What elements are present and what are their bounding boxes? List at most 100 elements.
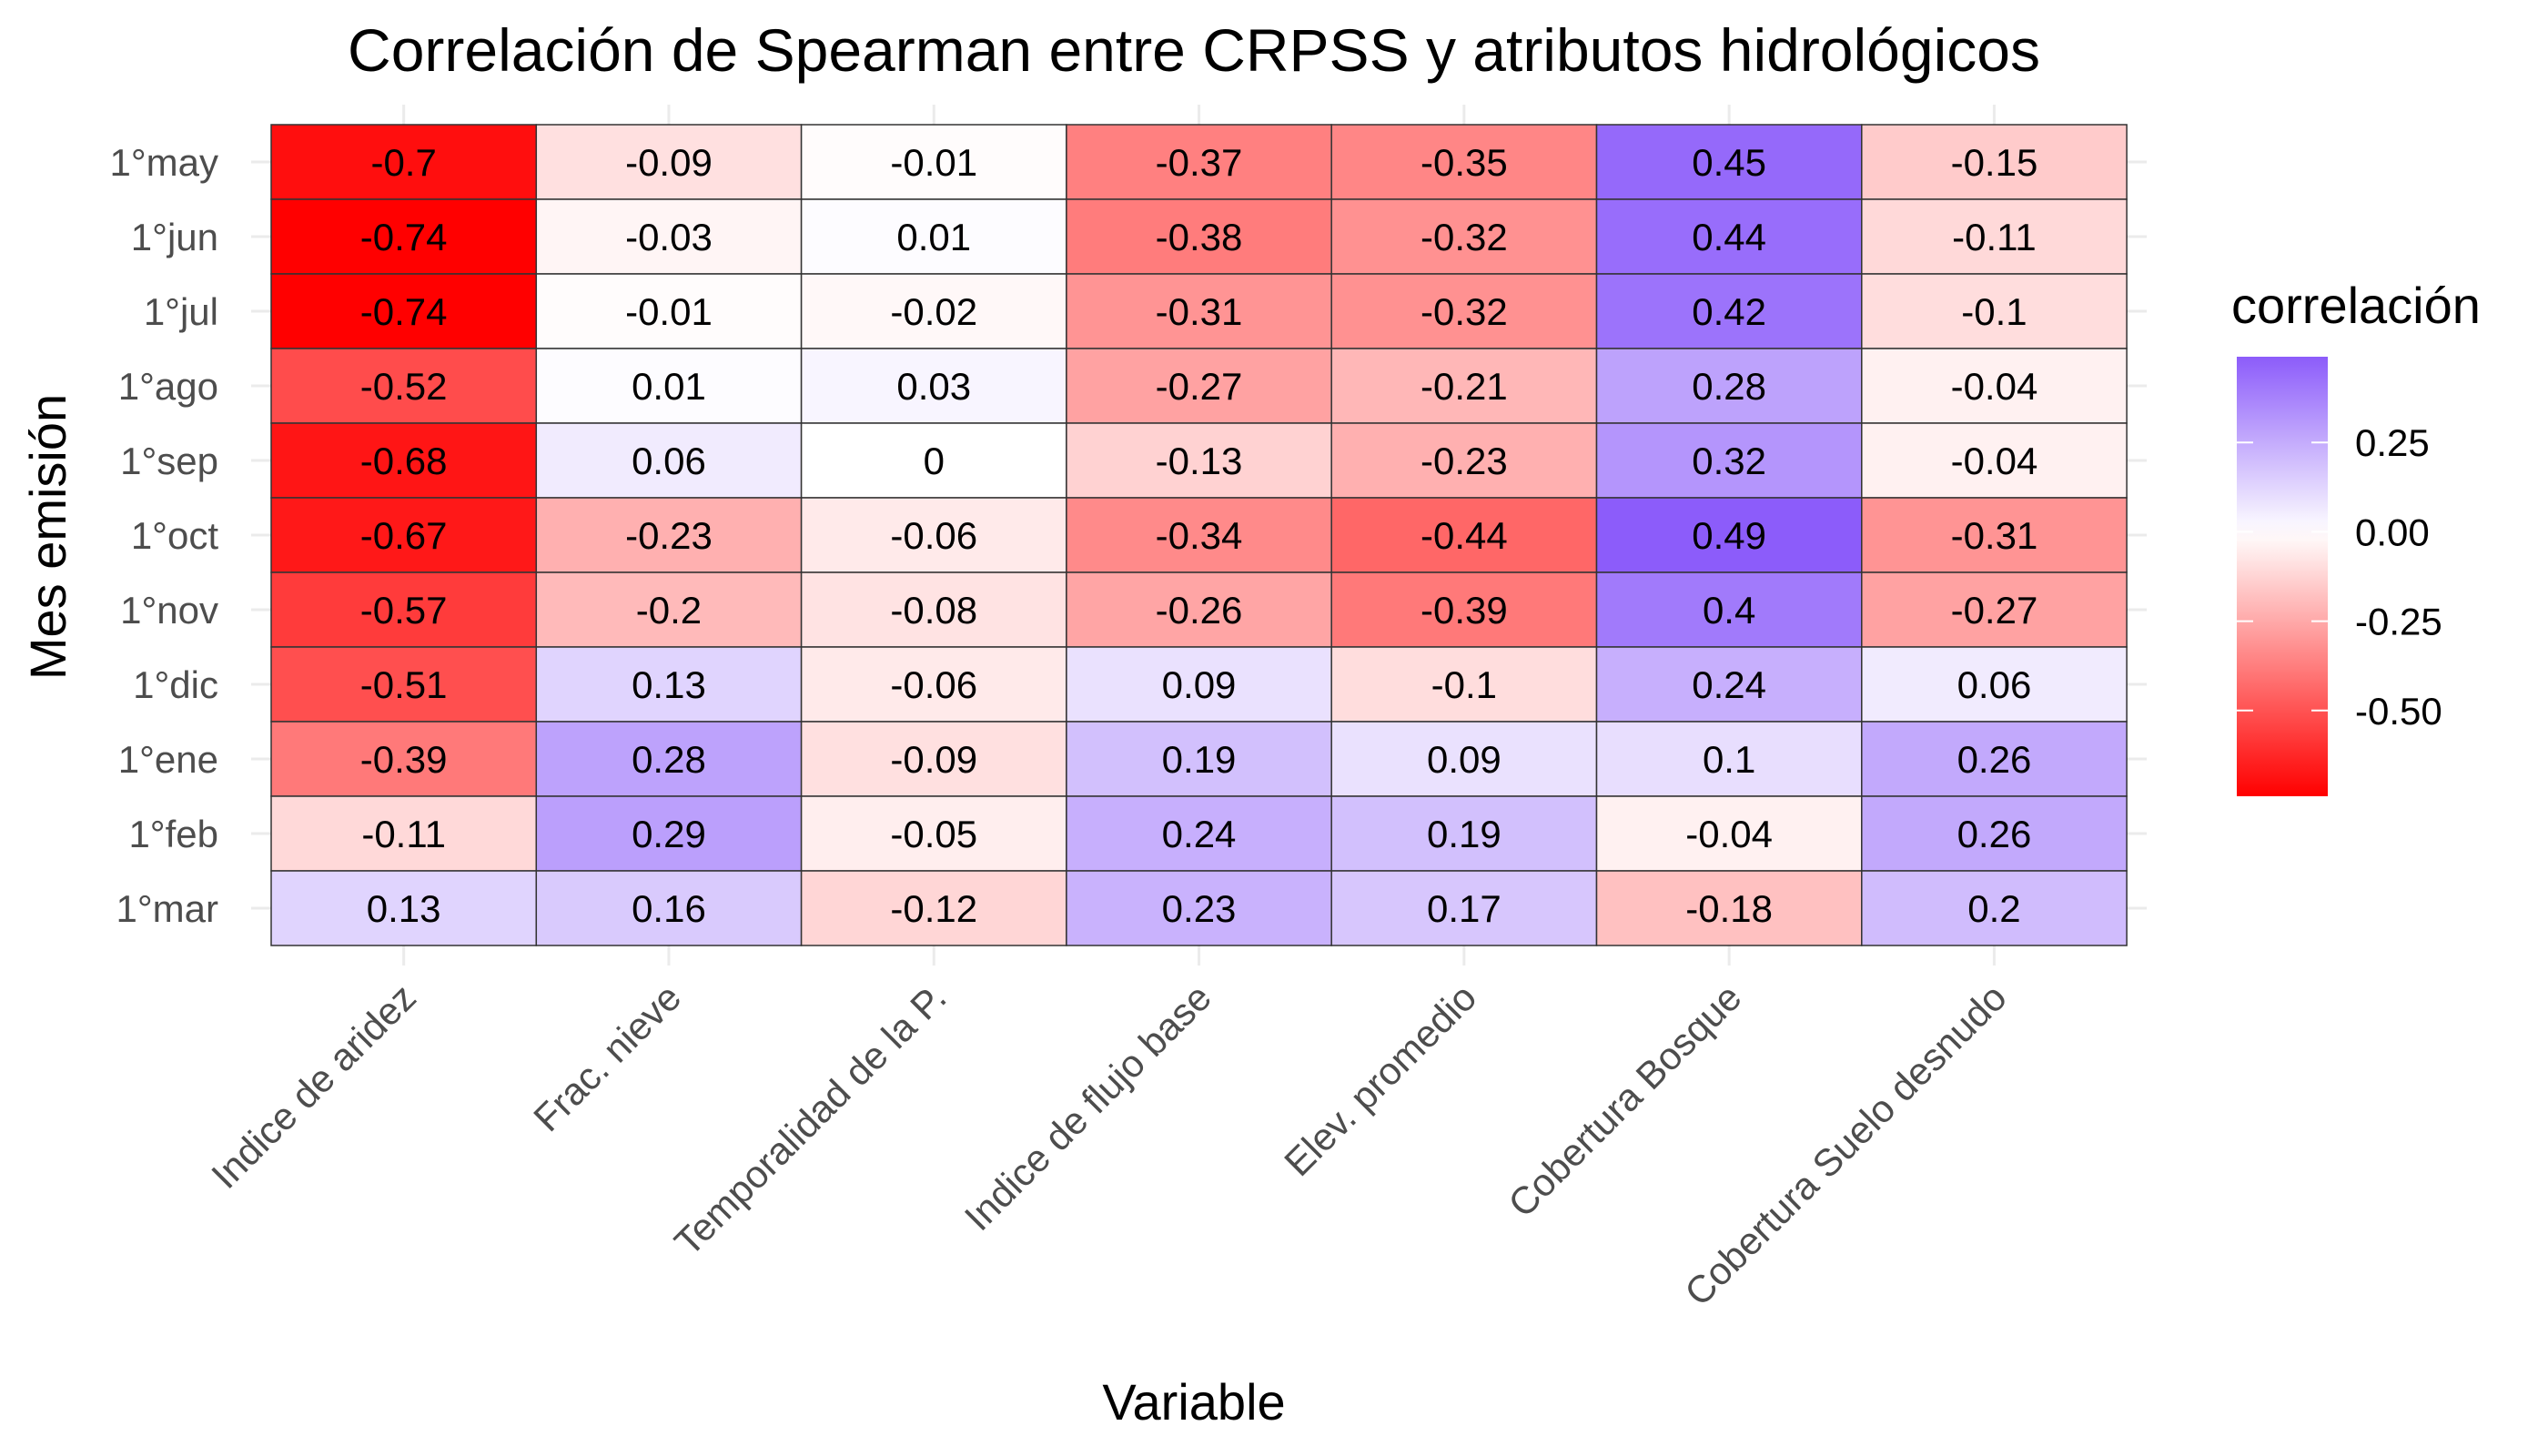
heatmap-cell (270, 198, 538, 275)
heatmap-cell (1595, 348, 1863, 424)
cell-value-label: -0.08 (890, 589, 977, 632)
cell-value-label: 0.16 (632, 887, 706, 930)
cell-value-label: 0.45 (1692, 141, 1766, 184)
y-tick-label: 1°jul (144, 290, 218, 333)
cell-value-label: 0.28 (1692, 365, 1766, 408)
cell-value-label: -0.44 (1421, 514, 1508, 557)
cell-value-label: -0.35 (1421, 141, 1508, 184)
heatmap-cell (1861, 646, 2128, 723)
heatmap-cell (800, 422, 1067, 499)
cell-value-label: -0.67 (360, 514, 448, 557)
legend-tick-label: -0.25 (2355, 601, 2442, 643)
cell-value-label: -0.74 (360, 216, 448, 258)
cell-value-label: -0.09 (890, 738, 977, 781)
chart-title: Correlación de Spearman entre CRPSS y at… (348, 16, 2040, 84)
cell-value-label: 0.13 (367, 887, 441, 930)
cell-value-label: 0.09 (1162, 663, 1237, 706)
cell-value-label: -0.15 (1951, 141, 2038, 184)
cell-value-label: -0.1 (1961, 290, 2027, 333)
heatmap-cells: -0.7 -0.09 -0.01 -0.37 -0.35 0.45 -0.15 -0.74 -0… (270, 124, 2128, 946)
heatmap-cell (1861, 422, 2128, 499)
heatmap-cell (1861, 721, 2128, 797)
heatmap-cell (1330, 348, 1598, 424)
heatmap-cell (800, 497, 1067, 573)
cell-value-label: -0.39 (360, 738, 448, 781)
heatmap-cell (270, 795, 538, 872)
heatmap-cell (270, 870, 538, 946)
cell-value-label: -0.13 (1156, 440, 1243, 482)
cell-value-label: 0.03 (896, 365, 971, 408)
heatmap-cell (535, 124, 803, 200)
heatmap-cell (535, 273, 803, 349)
cell-value-label: -0.57 (360, 589, 448, 632)
y-tick-label: 1°feb (128, 813, 218, 855)
cell-value-label: 0.01 (632, 365, 706, 408)
heatmap-cell (1330, 870, 1598, 946)
cell-value-label: -0.74 (360, 290, 448, 333)
cell-value-label: -0.01 (625, 290, 713, 333)
legend-tick-label: -0.50 (2355, 690, 2442, 733)
heatmap-cell (1330, 198, 1598, 275)
y-tick-label: 1°dic (133, 663, 218, 706)
heatmap-cell (270, 646, 538, 723)
heatmap-cell (535, 571, 803, 648)
heatmap-cell (800, 571, 1067, 648)
cell-value-label: 0.42 (1692, 290, 1766, 333)
heatmap-cell (1066, 348, 1332, 424)
cell-value-label: -0.31 (1156, 290, 1243, 333)
heatmap-cell (1861, 273, 2128, 349)
heatmap-cell (1861, 124, 2128, 200)
cell-value-label: 0.19 (1162, 738, 1237, 781)
cell-value-label: 0.01 (896, 216, 971, 258)
heatmap-cell (800, 870, 1067, 946)
heatmap-cell (1861, 870, 2128, 946)
heatmap-cell (1861, 497, 2128, 573)
cell-value-label: -0.05 (890, 813, 977, 855)
heatmap-cell (1595, 124, 1863, 200)
cell-value-label: 0.06 (1957, 663, 2032, 706)
cell-value-label: -0.27 (1951, 589, 2038, 632)
heatmap-cell (1595, 497, 1863, 573)
cell-value-label: -0.18 (1685, 887, 1773, 930)
cell-value-label: -0.31 (1951, 514, 2038, 557)
heatmap-cell (800, 348, 1067, 424)
heatmap-cell (1595, 721, 1863, 797)
cell-value-label: -0.11 (361, 813, 446, 855)
cell-value-label: -0.01 (890, 141, 977, 184)
cell-value-label: -0.04 (1951, 365, 2038, 408)
heatmap-cell (270, 348, 538, 424)
x-tick-label: Frac. nieve (525, 976, 689, 1139)
cell-value-label: 0.23 (1162, 887, 1237, 930)
cell-value-label: -0.12 (890, 887, 977, 930)
cell-value-label: -0.26 (1156, 589, 1243, 632)
heatmap-cell (270, 497, 538, 573)
x-tick-label: Indice de aridez (203, 976, 424, 1197)
heatmap-cell (1861, 348, 2128, 424)
cell-value-label: -0.32 (1421, 290, 1508, 333)
y-tick-label: 1°jun (131, 216, 218, 258)
heatmap-cell (1861, 198, 2128, 275)
cell-value-label: 0.49 (1692, 514, 1766, 557)
cell-value-label: -0.32 (1421, 216, 1508, 258)
cell-value-label: -0.04 (1951, 440, 2038, 482)
heatmap-cell (1066, 422, 1332, 499)
heatmap-cell (1066, 870, 1332, 946)
cell-value-label: 0.44 (1692, 216, 1766, 258)
heatmap-cell (1330, 571, 1598, 648)
heatmap-cell (270, 721, 538, 797)
heatmap-cell (1330, 497, 1598, 573)
heatmap-cell (1861, 571, 2128, 648)
heatmap-cell (535, 348, 803, 424)
heatmap-cell (1330, 273, 1598, 349)
cell-value-label: 0.32 (1692, 440, 1766, 482)
cell-value-label: -0.03 (625, 216, 713, 258)
heatmap-cell (1066, 273, 1332, 349)
cell-value-label: -0.68 (360, 440, 448, 482)
legend-title: correlación (2231, 277, 2481, 334)
heatmap-cell (270, 124, 538, 200)
y-tick-label: 1°nov (120, 589, 218, 632)
heatmap-cell (535, 646, 803, 723)
legend-tick-label: 0.25 (2355, 421, 2430, 464)
cell-value-label: 0.24 (1692, 663, 1766, 706)
